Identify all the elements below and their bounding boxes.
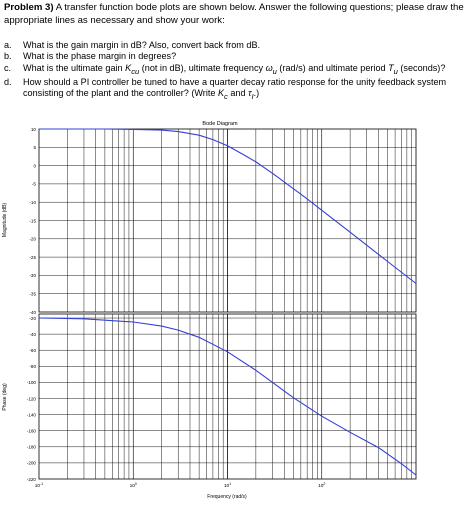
x-axis-label: Frequency (rad/s) [207, 494, 247, 500]
magnitude-panel: 10 5 0 -5 -10 -15 -20 -25 -30 -35 -40 [29, 127, 417, 315]
phase-curve [38, 317, 417, 476]
phase-ytick-label: -40 [29, 332, 36, 337]
question-b: b. What is the phase margin in degrees? [4, 51, 472, 62]
phase-ytick-label: -180 [27, 445, 37, 450]
question-text: How should a PI controller be tuned to h… [23, 76, 447, 87]
magnitude-curve [39, 128, 417, 284]
phase-ytick-label: -60 [29, 348, 36, 353]
question-text: What is the phase margin in degrees? [23, 51, 177, 62]
magnitude-ytick-label: -20 [29, 237, 36, 242]
question-text-continued: consisting of the plant and the controll… [23, 88, 260, 101]
x-tick-label: 100 [130, 482, 137, 489]
problem-heading: Problem 3) [4, 2, 54, 13]
magnitude-ytick-label: -40 [29, 310, 36, 315]
x-tick-label: 102 [318, 482, 325, 489]
chart-title: Bode Diagram [202, 121, 238, 127]
question-text: What is the ultimate gain Kcu (not in dB… [23, 62, 446, 76]
phase-ytick-label: -100 [27, 380, 37, 385]
phase-ytick-label: -160 [27, 429, 37, 434]
question-text: What is the gain margin in dB? Also, con… [23, 40, 261, 50]
x-tick-label: 10-1 [35, 482, 44, 489]
magnitude-ylabel: Magnitude (dB) [2, 203, 8, 238]
question-c: c. What is the ultimate gain Kcu (not in … [4, 63, 472, 77]
problem-statement: Problem 3) A transfer function bode plot… [4, 2, 472, 27]
magnitude-ytick-label: 10 [31, 127, 37, 132]
question-a: a. What is the gain margin in dB? Also, c… [4, 40, 472, 51]
question-letter: b. [4, 51, 12, 62]
x-tick-label: 101 [224, 482, 231, 489]
phase-panel: -20-40-60-80-100-120-140-160-180-200-220… [27, 313, 417, 489]
phase-ylabel: Phase (deg) [2, 383, 8, 411]
question-letter: c. [4, 62, 12, 73]
magnitude-ytick-label: -35 [29, 292, 36, 297]
phase-ytick-label: -200 [27, 461, 37, 466]
phase-ytick-label: -140 [27, 412, 37, 417]
question-letter: a. [4, 40, 12, 50]
magnitude-ytick-label: -5 [32, 182, 37, 187]
phase-ytick-label: -80 [29, 364, 36, 369]
magnitude-ytick-label: 5 [33, 145, 36, 150]
question-d: d. How should a PI controller be tuned to… [4, 77, 472, 102]
question-letter: d. [4, 76, 12, 87]
magnitude-ytick-label: -25 [29, 255, 36, 260]
magnitude-ytick-label: -15 [29, 218, 36, 223]
question-list: a. What is the gain margin in dB? Also, c… [4, 40, 472, 102]
magnitude-ytick-label: 0 [33, 163, 36, 168]
magnitude-ytick-label: -30 [29, 273, 36, 278]
problem-intro-line1: A transfer function bode plots are shown… [53, 2, 464, 13]
phase-ytick-label: -120 [27, 396, 37, 401]
phase-ytick-label: -20 [29, 316, 36, 321]
magnitude-ytick-label: -10 [29, 200, 36, 205]
problem-intro-line2: appropriate lines as necessary and show … [4, 14, 225, 26]
phase-ytick-label: -220 [27, 477, 37, 482]
